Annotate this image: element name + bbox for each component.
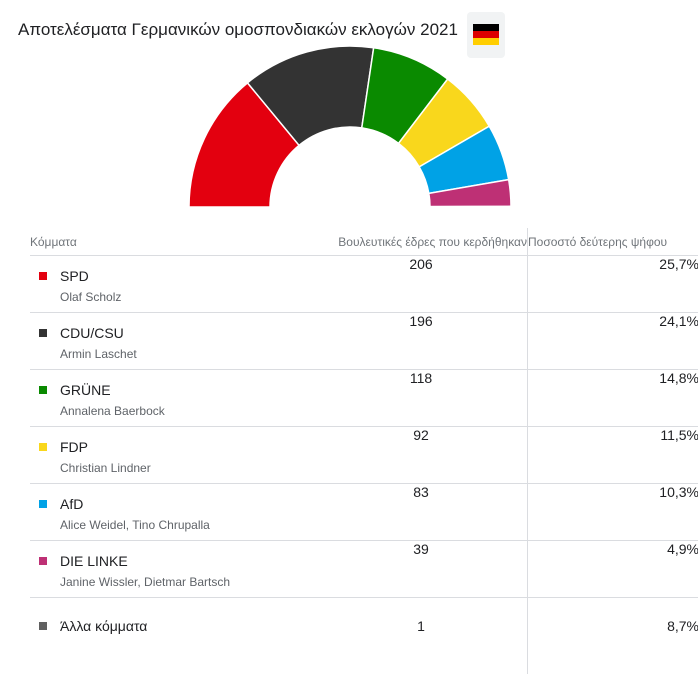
percent-cell: 14,8% (528, 370, 698, 427)
percent-cell: 25,7% (528, 256, 698, 313)
flag-stripe-red (473, 31, 499, 38)
seats-cell: 196 (315, 313, 528, 370)
table-row: FDP Christian Lindner 92 11,5% (30, 427, 698, 484)
party-cell: CDU/CSU Armin Laschet (30, 313, 315, 370)
party-name: FDP (60, 439, 88, 455)
seats-cell: 39 (315, 541, 528, 598)
seats-cell: 92 (315, 427, 528, 484)
party-leader: Christian Lindner (60, 461, 315, 475)
party-color-swatch (39, 329, 47, 337)
party-leader: Annalena Baerbock (60, 404, 315, 418)
party-color-swatch (39, 272, 47, 280)
percent-cell: 24,1% (528, 313, 698, 370)
party-name: Άλλα κόμματα (60, 618, 147, 634)
seats-cell: 206 (315, 256, 528, 313)
party-color-swatch (39, 557, 47, 565)
table-row: SPD Olaf Scholz 206 25,7% (30, 256, 698, 313)
header-party: Κόμματα (30, 228, 315, 256)
header-seats: Βουλευτικές έδρες που κερδήθηκαν (315, 228, 528, 256)
header-percent: Ποσοστό δεύτερης ψήφου (528, 228, 698, 256)
seat-distribution-chart (185, 40, 515, 212)
party-leader: Armin Laschet (60, 347, 315, 361)
party-color-swatch (39, 386, 47, 394)
party-name: AfD (60, 496, 83, 512)
party-name: SPD (60, 268, 89, 284)
party-leader: Janine Wissler, Dietmar Bartsch (60, 575, 315, 589)
party-cell: DIE LINKE Janine Wissler, Dietmar Bartsc… (30, 541, 315, 598)
table-row: DIE LINKE Janine Wissler, Dietmar Bartsc… (30, 541, 698, 598)
percent-cell: 4,9% (528, 541, 698, 598)
table-row: CDU/CSU Armin Laschet 196 24,1% (30, 313, 698, 370)
party-name: DIE LINKE (60, 553, 128, 569)
party-cell: SPD Olaf Scholz (30, 256, 315, 313)
percent-cell: 11,5% (528, 427, 698, 484)
seats-cell: 83 (315, 484, 528, 541)
table-header-row: Κόμματα Βουλευτικές έδρες που κερδήθηκαν… (30, 228, 698, 256)
party-color-swatch (39, 500, 47, 508)
party-name: GRÜNE (60, 382, 111, 398)
party-cell: GRÜNE Annalena Baerbock (30, 370, 315, 427)
seat-segment-άλλα-κόμματα (430, 206, 511, 207)
flag-stripe-black (473, 24, 499, 31)
party-name: CDU/CSU (60, 325, 124, 341)
percent-cell: 10,3% (528, 484, 698, 541)
seats-cell: 1 (315, 598, 528, 674)
party-color-swatch (39, 622, 47, 630)
party-color-swatch (39, 443, 47, 451)
party-cell: AfD Alice Weidel, Tino Chrupalla (30, 484, 315, 541)
page-title: Αποτελέσματα Γερμανικών ομοσπονδιακών εκ… (18, 20, 458, 40)
seats-cell: 118 (315, 370, 528, 427)
party-cell: Άλλα κόμματα (30, 598, 315, 674)
table-row: AfD Alice Weidel, Tino Chrupalla 83 10,3… (30, 484, 698, 541)
percent-cell: 8,7% (528, 598, 698, 674)
party-leader: Olaf Scholz (60, 290, 315, 304)
table-row: GRÜNE Annalena Baerbock 118 14,8% (30, 370, 698, 427)
party-leader: Alice Weidel, Tino Chrupalla (60, 518, 315, 532)
results-table: Κόμματα Βουλευτικές έδρες που κερδήθηκαν… (30, 228, 698, 674)
party-cell: FDP Christian Lindner (30, 427, 315, 484)
table-row: Άλλα κόμματα 1 8,7% (30, 598, 698, 674)
